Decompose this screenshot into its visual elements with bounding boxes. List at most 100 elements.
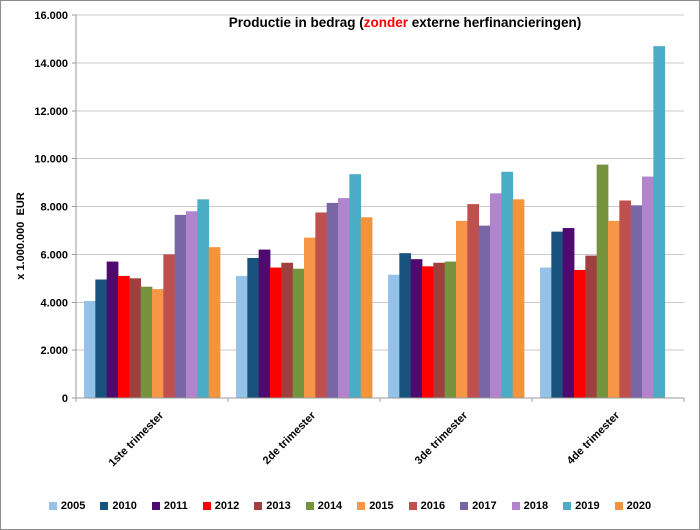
legend-label-2016: 2016	[420, 500, 446, 512]
legend-label-2015: 2015	[369, 500, 394, 512]
y-tick-label-10.000: 10.000	[34, 154, 68, 166]
legend-label-2013: 2013	[266, 500, 291, 512]
bar-2017-q1	[174, 214, 187, 398]
bar-2016-q4	[619, 200, 632, 398]
legend-item-2013: 2013	[254, 500, 291, 512]
title-text-1: Productie in bedrag (	[228, 15, 364, 30]
bar-2017-q2	[326, 202, 339, 398]
bar-2010-q2	[247, 257, 260, 398]
legend-swatch-2020	[614, 502, 623, 510]
legend-swatch-2013	[254, 502, 263, 510]
x-axis-label-1: 1ste trimester	[107, 409, 167, 469]
bar-2015-q2	[304, 237, 316, 398]
y-axis-title: x 1.000.000 EUR	[15, 192, 27, 280]
bar-2013-q2	[281, 262, 294, 398]
legend-swatch-2011	[151, 502, 160, 510]
legend-item-2020: 2020	[614, 500, 652, 512]
bar-2015-q4	[608, 220, 620, 398]
bar-2020-q3	[512, 199, 525, 398]
legend-label-2005: 2005	[60, 500, 86, 512]
bar-2005-q3	[388, 274, 400, 398]
bar-2019-q2	[349, 174, 362, 398]
legend-item-2012: 2012	[202, 500, 240, 512]
legend-item-2016: 2016	[408, 500, 446, 512]
bar-2013-q4	[585, 255, 598, 398]
legend-item-2014: 2014	[305, 500, 343, 512]
y-tick-label-16.000: 16.000	[34, 10, 68, 22]
bar-2017-q4	[630, 205, 643, 398]
legend-label-2010: 2010	[112, 500, 137, 512]
legend-swatch-2017	[460, 502, 469, 510]
legend-swatch-2016	[408, 502, 417, 510]
y-tick-label-8.000: 8.000	[40, 202, 68, 214]
bar-2018-q3	[490, 193, 502, 398]
bar-2010-q3	[399, 253, 412, 398]
x-axis-label-2: 2de trimester	[261, 409, 319, 467]
legend-label-2012: 2012	[214, 500, 240, 512]
legend-item-2018: 2018	[511, 500, 549, 512]
legend-swatch-2014	[305, 502, 314, 510]
bar-2012-q2	[270, 267, 282, 398]
legend-swatch-2005	[48, 502, 57, 510]
bar-2016-q3	[467, 204, 480, 398]
legend-item-2010: 2010	[100, 500, 137, 512]
x-axis-label-3: 3de trimester	[413, 409, 471, 467]
bar-2011-q4	[562, 228, 575, 398]
bar-2019-q4	[653, 46, 666, 399]
y-tick-label-0: 0	[62, 393, 68, 405]
bar-2018-q2	[338, 198, 350, 398]
x-axis-label-4: 4de trimester	[565, 409, 623, 467]
y-tick-label-6.000: 6.000	[40, 249, 68, 261]
title-highlight: zonder	[363, 15, 408, 30]
legend-item-2019: 2019	[563, 500, 600, 512]
bar-2012-q1	[118, 275, 130, 398]
bar-2014-q3	[444, 261, 457, 398]
bar-2010-q1	[95, 279, 108, 398]
bar-2012-q4	[574, 269, 586, 398]
bar-2005-q1	[84, 301, 96, 398]
y-tick-label-4.000: 4.000	[40, 297, 68, 309]
bar-2013-q1	[129, 278, 142, 398]
legend-swatch-2012	[202, 502, 211, 510]
legend: 2005 2010 2011 2012 2013 2014 2015 2016 2017 2018…	[1, 500, 699, 512]
bar-2005-q2	[236, 275, 248, 398]
bar-2020-q2	[360, 217, 373, 398]
legend-label-2019: 2019	[575, 500, 600, 512]
bar-2019-q1	[197, 199, 210, 398]
legend-item-2005: 2005	[48, 500, 86, 512]
y-tick-label-14.000: 14.000	[34, 58, 68, 70]
legend-swatch-2018	[511, 502, 520, 510]
bar-2013-q3	[433, 262, 446, 398]
legend-label-2011: 2011	[163, 500, 188, 512]
bar-2014-q1	[140, 286, 153, 398]
bar-2014-q2	[292, 268, 305, 398]
chart-title: Productie in bedrag (zonder externe herf…	[101, 15, 699, 30]
title-text-2: externe herfinancieringen)	[407, 15, 582, 30]
y-tick-label-2.000: 2.000	[40, 345, 68, 357]
bar-2017-q3	[478, 225, 491, 398]
legend-label-2014: 2014	[317, 500, 343, 512]
bar-2019-q3	[501, 171, 514, 398]
bar-2010-q4	[551, 231, 564, 398]
bar-2018-q4	[642, 176, 654, 398]
bar-2012-q3	[422, 266, 434, 398]
legend-swatch-2010	[100, 502, 109, 510]
legend-label-2017: 2017	[472, 500, 497, 512]
bar-2018-q1	[186, 211, 198, 398]
bar-2020-q1	[208, 247, 221, 398]
legend-swatch-2019	[563, 502, 572, 510]
legend-item-2017: 2017	[460, 500, 497, 512]
bar-2005-q4	[540, 267, 552, 398]
bar-2015-q3	[456, 220, 468, 398]
legend-swatch-2015	[357, 502, 366, 510]
bar-2011-q1	[106, 261, 119, 398]
bar-2015-q1	[152, 289, 164, 398]
legend-label-2020: 2020	[626, 500, 652, 512]
legend-label-2018: 2018	[523, 500, 549, 512]
bar-2016-q1	[163, 254, 176, 398]
bar-2014-q4	[596, 164, 609, 398]
legend-item-2011: 2011	[151, 500, 188, 512]
bar-2011-q3	[410, 259, 423, 398]
y-tick-label-12.000: 12.000	[34, 106, 68, 118]
